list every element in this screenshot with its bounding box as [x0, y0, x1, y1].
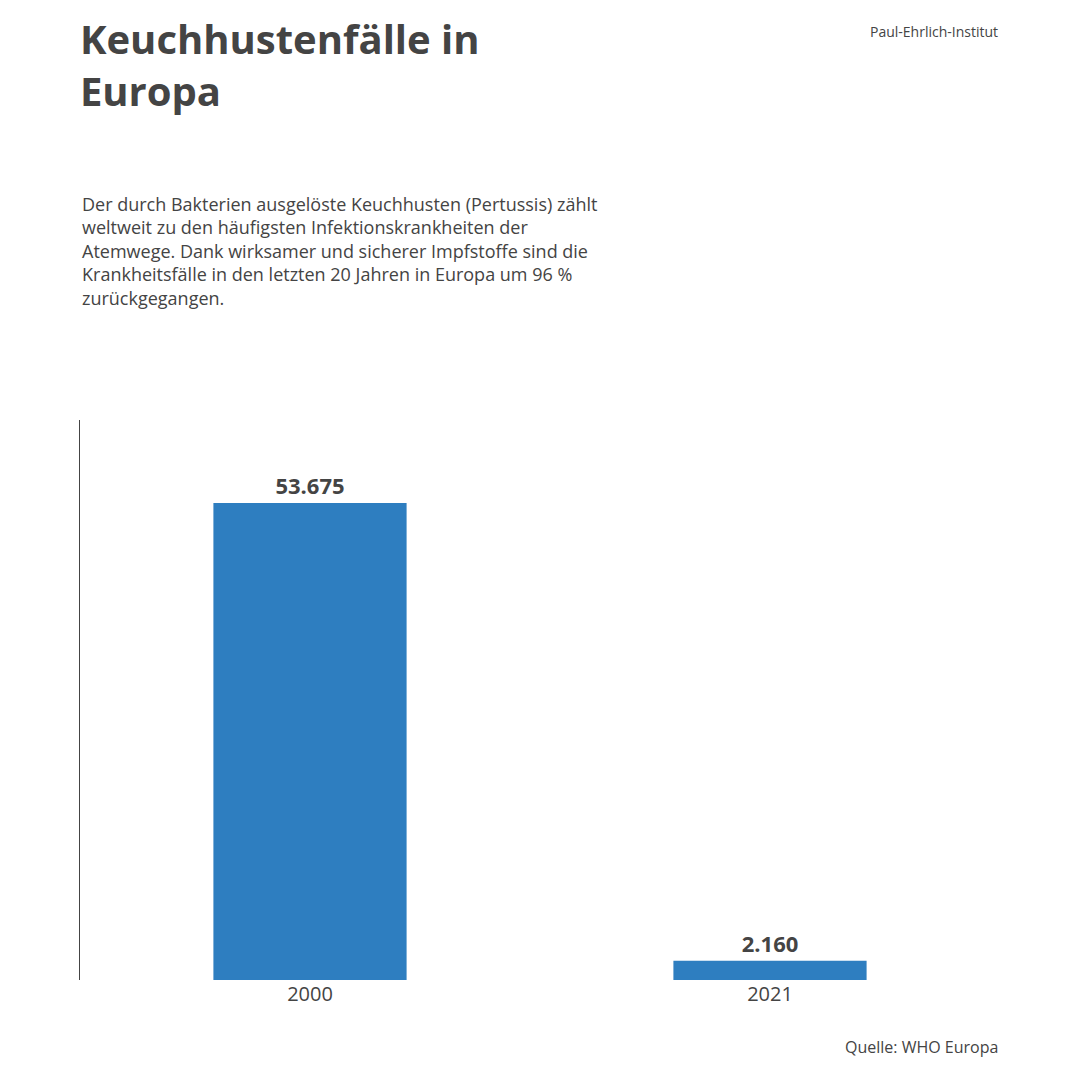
svg-text:Keuchhustenfälle inEuropa: Keuchhustenfälle inEuropa: [80, 11, 480, 118]
svg-text:2021: 2021: [747, 980, 793, 1007]
svg-text:2.160: 2.160: [742, 928, 799, 958]
svg-text:Quelle: WHO Europa: Quelle: WHO Europa: [845, 1036, 998, 1058]
svg-text:Der durch Bakterien ausgelöste: Der durch Bakterien ausgelöste Keuchhust…: [82, 192, 597, 310]
svg-text:2000: 2000: [287, 980, 333, 1007]
svg-text:Paul-Ehrlich-Institut: Paul-Ehrlich-Institut: [870, 22, 998, 41]
svg-text:53.675: 53.675: [275, 470, 344, 500]
